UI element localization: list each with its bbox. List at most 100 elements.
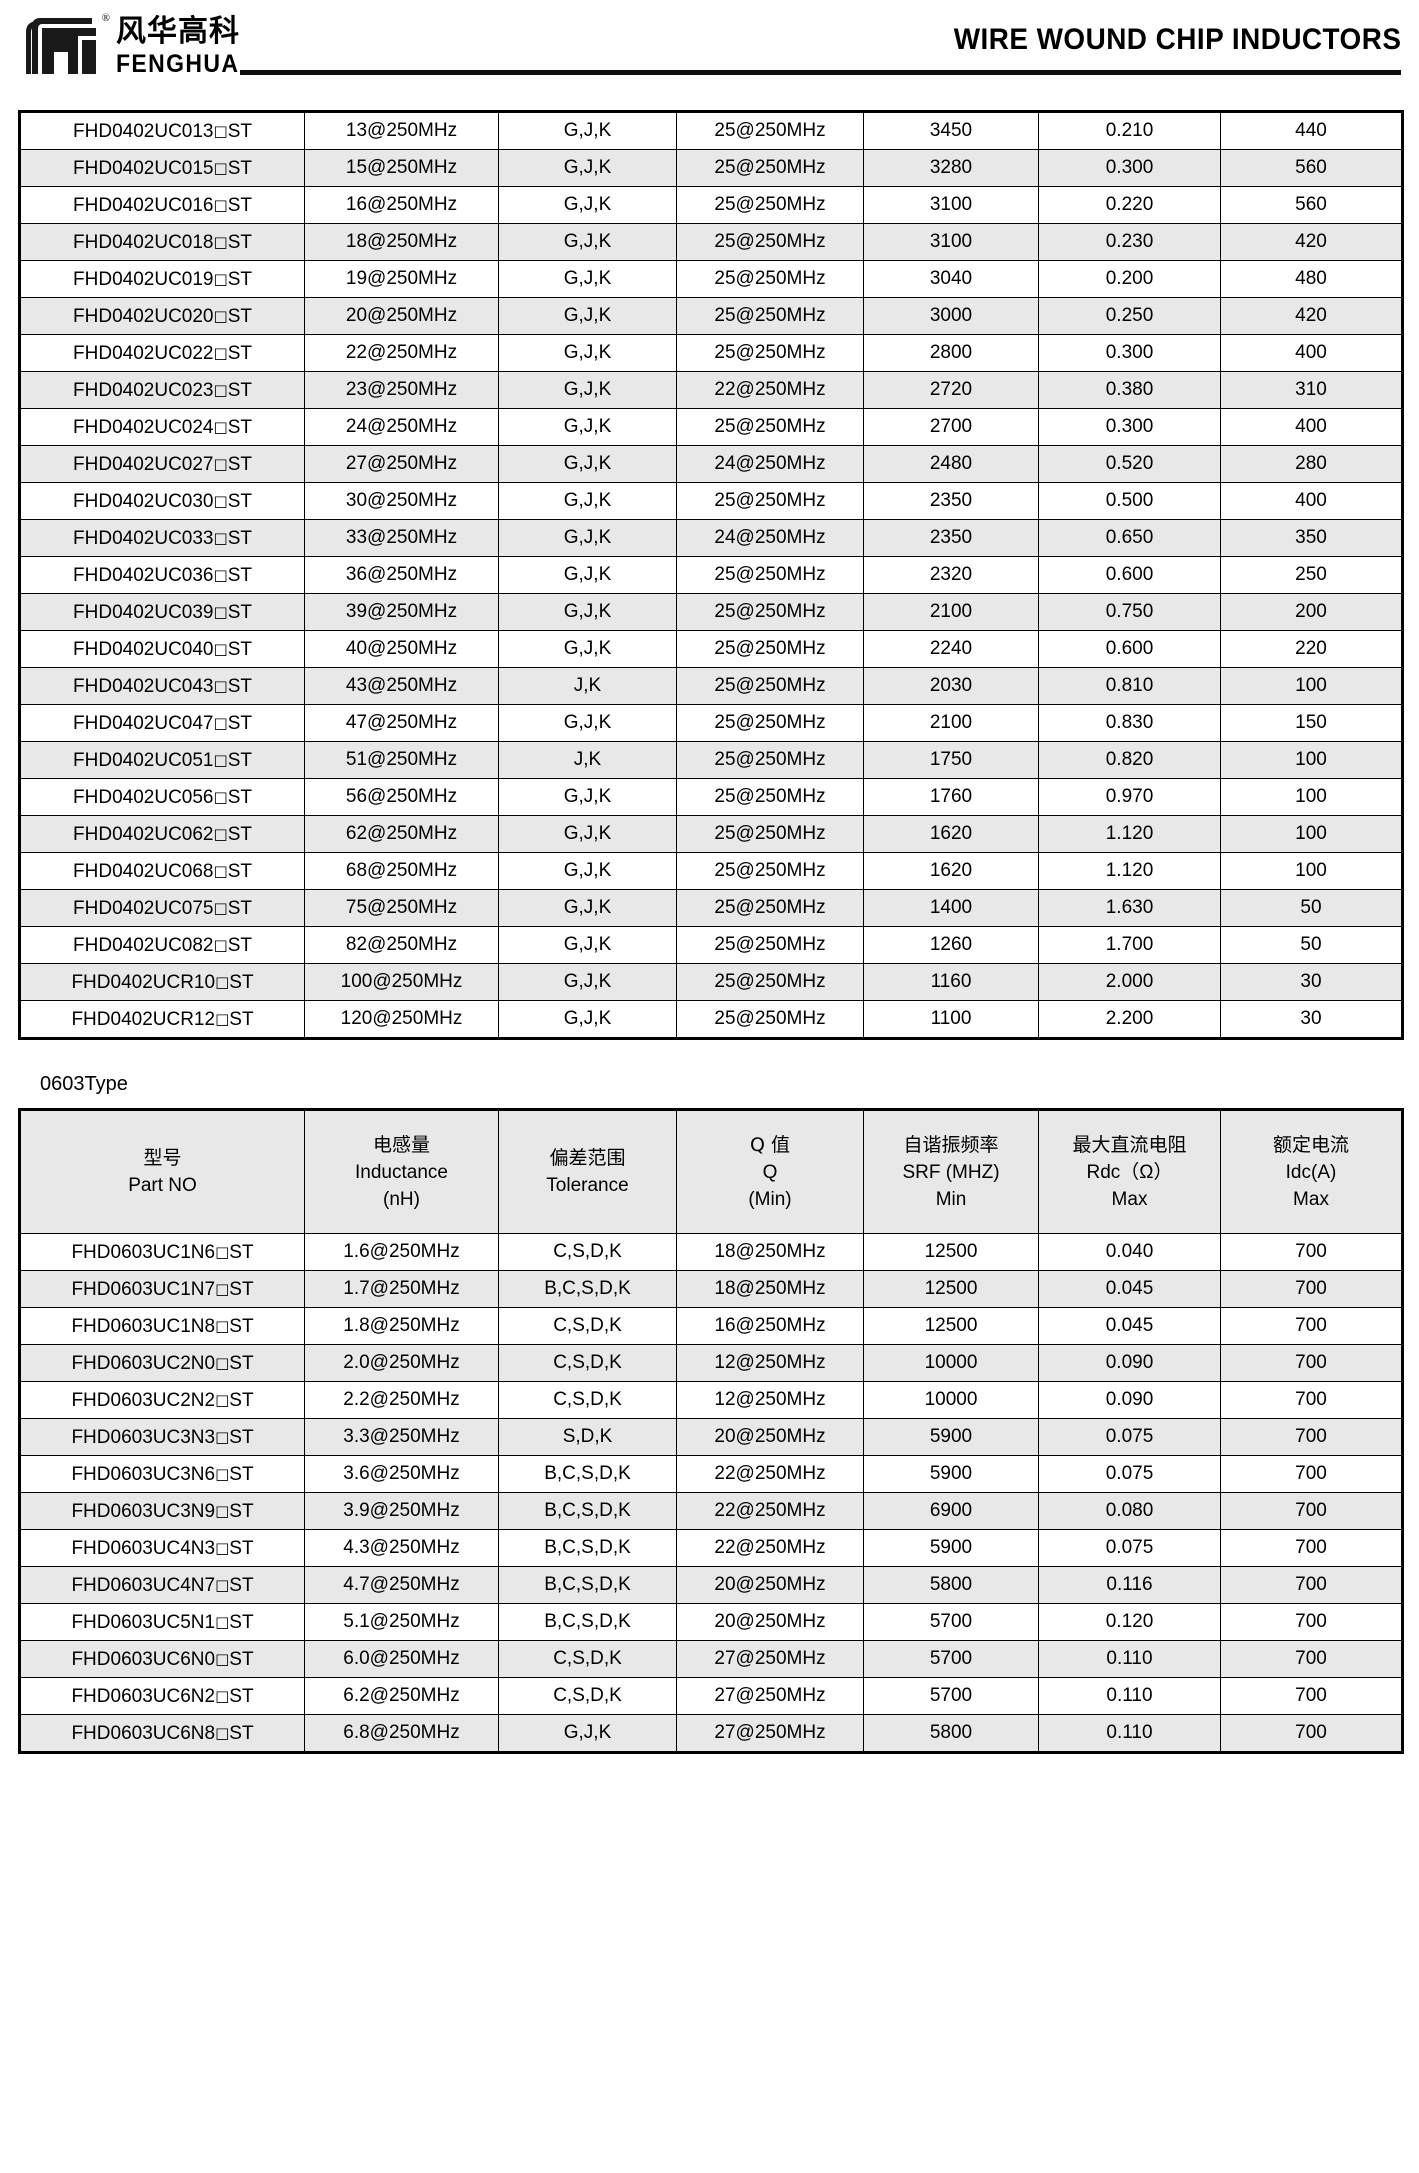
table-row: FHD0603UC6N0□ST 6.0@250MHz C,S,D,K 27@250MH… xyxy=(19,1640,1403,1678)
part-suffix: ST xyxy=(227,157,252,179)
cell-rdc: 0.380 xyxy=(1038,371,1221,409)
cell-tolerance: C,S,D,K xyxy=(498,1677,677,1715)
tolerance-placeholder-icon: □ xyxy=(213,528,228,547)
part-prefix: FHD0402UC056 xyxy=(73,786,214,808)
cell-idc: 700 xyxy=(1220,1344,1403,1382)
cell-tolerance: G,J,K xyxy=(498,260,677,298)
spec-table-1: 型号 Part NO 电感量 Inductance (nH) 偏差范围 Tolerance Q… xyxy=(18,1108,1404,1754)
cell-srf: 2240 xyxy=(863,630,1039,668)
cell-tolerance: C,S,D,K xyxy=(498,1640,677,1678)
table-row: FHD0402UC033□ST 33@250MHz G,J,K 24@250MHz 23… xyxy=(19,519,1403,557)
cell-tolerance: J,K xyxy=(498,667,677,705)
cell-idc: 400 xyxy=(1220,408,1403,446)
part-suffix: ST xyxy=(229,1008,254,1030)
cell-q: 27@250MHz xyxy=(676,1714,864,1753)
table-row: FHD0402UC027□ST 27@250MHz G,J,K 24@250MHz 24… xyxy=(19,445,1403,483)
cell-tolerance: G,J,K xyxy=(498,482,677,520)
cell-inductance: 62@250MHz xyxy=(304,815,499,853)
cell-idc: 30 xyxy=(1220,963,1403,1001)
cell-tolerance: B,C,S,D,K xyxy=(498,1455,677,1493)
part-suffix: ST xyxy=(229,1278,254,1300)
part-suffix: ST xyxy=(229,1611,254,1633)
cell-part-no: FHD0603UC4N7□ST xyxy=(19,1566,305,1604)
cell-tolerance: G,J,K xyxy=(498,1714,677,1753)
part-suffix: ST xyxy=(227,490,252,512)
table-row: FHD0402UC062□ST 62@250MHz G,J,K 25@250MHz 16… xyxy=(19,815,1403,853)
cell-srf: 5700 xyxy=(863,1640,1039,1678)
cell-inductance: 75@250MHz xyxy=(304,889,499,927)
cell-idc: 100 xyxy=(1220,667,1403,705)
part-suffix: ST xyxy=(227,453,252,475)
table-row: FHD0603UC1N8□ST 1.8@250MHz C,S,D,K 16@250MH… xyxy=(19,1307,1403,1345)
cell-inductance: 68@250MHz xyxy=(304,852,499,890)
cell-tolerance: G,J,K xyxy=(498,297,677,335)
cell-idc: 400 xyxy=(1220,482,1403,520)
brand-name-en: FENGHUA xyxy=(116,50,240,78)
cell-part-no: FHD0603UC1N7□ST xyxy=(19,1270,305,1308)
table-row: FHD0402UC023□ST 23@250MHz G,J,K 22@250MHz 27… xyxy=(19,371,1403,409)
cell-part-no: FHD0402UC024□ST xyxy=(19,408,305,446)
tolerance-placeholder-icon: □ xyxy=(215,1649,230,1668)
table-row: FHD0402UC039□ST 39@250MHz G,J,K 25@250MHz 21… xyxy=(19,593,1403,631)
cell-q: 25@250MHz xyxy=(676,630,864,668)
cell-rdc: 0.600 xyxy=(1038,556,1221,594)
part-prefix: FHD0402UC075 xyxy=(73,897,214,919)
cell-part-no: FHD0402UCR12□ST xyxy=(19,1000,305,1039)
table-row: FHD0603UC4N3□ST 4.3@250MHz B,C,S,D,K 22@250… xyxy=(19,1529,1403,1567)
table-row: FHD0402UCR10□ST 100@250MHz G,J,K 25@250MHz 1… xyxy=(19,963,1403,1001)
cell-part-no: FHD0603UC3N9□ST xyxy=(19,1492,305,1530)
page-title: WIRE WOUND CHIP INDUCTORS xyxy=(953,23,1401,56)
part-prefix: FHD0402UC027 xyxy=(73,453,214,475)
part-prefix: FHD0402UC022 xyxy=(73,342,214,364)
tolerance-placeholder-icon: □ xyxy=(213,824,228,843)
header-cn: 型号 xyxy=(143,1147,182,1169)
cell-part-no: FHD0603UC1N8□ST xyxy=(19,1307,305,1345)
table-row: FHD0402UCR12□ST 120@250MHz G,J,K 25@250MHz 1… xyxy=(19,1000,1403,1039)
section-label-0603type: 0603Type xyxy=(40,1073,128,1095)
tolerance-placeholder-icon: □ xyxy=(213,195,228,214)
part-prefix: FHD0402UC082 xyxy=(73,934,214,956)
cell-part-no: FHD0402UC013□ST xyxy=(19,111,305,150)
cell-part-no: FHD0402UC027□ST xyxy=(19,445,305,483)
tolerance-placeholder-icon: □ xyxy=(215,1427,230,1446)
cell-tolerance: G,J,K xyxy=(498,334,677,372)
cell-srf: 1750 xyxy=(863,741,1039,779)
header-unit: (nH) xyxy=(383,1188,420,1210)
column-header-idc: 额定电流 Idc(A) Max xyxy=(1220,1109,1403,1234)
column-header-inductance: 电感量 Inductance (nH) xyxy=(304,1109,499,1234)
cell-srf: 2350 xyxy=(863,482,1039,520)
spec-table-wrapper-1: 型号 Part NO 电感量 Inductance (nH) 偏差范围 Tolerance Q… xyxy=(0,1108,1419,1754)
part-prefix: FHD0603UC1N6 xyxy=(71,1241,216,1263)
cell-inductance: 22@250MHz xyxy=(304,334,499,372)
tolerance-placeholder-icon: □ xyxy=(213,232,228,251)
header-unit: Min xyxy=(935,1188,967,1210)
tolerance-placeholder-icon: □ xyxy=(213,750,228,769)
cell-rdc: 0.090 xyxy=(1038,1381,1221,1419)
cell-rdc: 0.820 xyxy=(1038,741,1221,779)
cell-idc: 400 xyxy=(1220,334,1403,372)
table-row: FHD0402UC082□ST 82@250MHz G,J,K 25@250MHz 12… xyxy=(19,926,1403,964)
cell-tolerance: G,J,K xyxy=(498,889,677,927)
cell-srf: 5700 xyxy=(863,1603,1039,1641)
cell-tolerance: G,J,K xyxy=(498,149,677,187)
cell-tolerance: S,D,K xyxy=(498,1418,677,1456)
column-header-part: 型号 Part NO xyxy=(19,1109,305,1234)
cell-srf: 5900 xyxy=(863,1455,1039,1493)
table-row: FHD0402UC013□ST 13@250MHz G,J,K 25@250MHz 34… xyxy=(19,111,1403,150)
part-prefix: FHD0603UC6N8 xyxy=(71,1722,216,1744)
header-cn: 偏差范围 xyxy=(549,1147,626,1169)
cell-inductance: 18@250MHz xyxy=(304,223,499,261)
cell-tolerance: G,J,K xyxy=(498,223,677,261)
cell-tolerance: G,J,K xyxy=(498,371,677,409)
tolerance-placeholder-icon: □ xyxy=(215,1242,230,1261)
cell-rdc: 0.110 xyxy=(1038,1677,1221,1715)
table-row: FHD0402UC075□ST 75@250MHz G,J,K 25@250MHz 14… xyxy=(19,889,1403,927)
cell-srf: 5900 xyxy=(863,1529,1039,1567)
cell-rdc: 0.120 xyxy=(1038,1603,1221,1641)
cell-rdc: 0.970 xyxy=(1038,778,1221,816)
part-prefix: FHD0603UC3N9 xyxy=(71,1500,216,1522)
part-prefix: FHD0402UC030 xyxy=(73,490,214,512)
cell-srf: 2030 xyxy=(863,667,1039,705)
part-suffix: ST xyxy=(227,120,252,142)
part-prefix: FHD0402UC018 xyxy=(73,231,214,253)
